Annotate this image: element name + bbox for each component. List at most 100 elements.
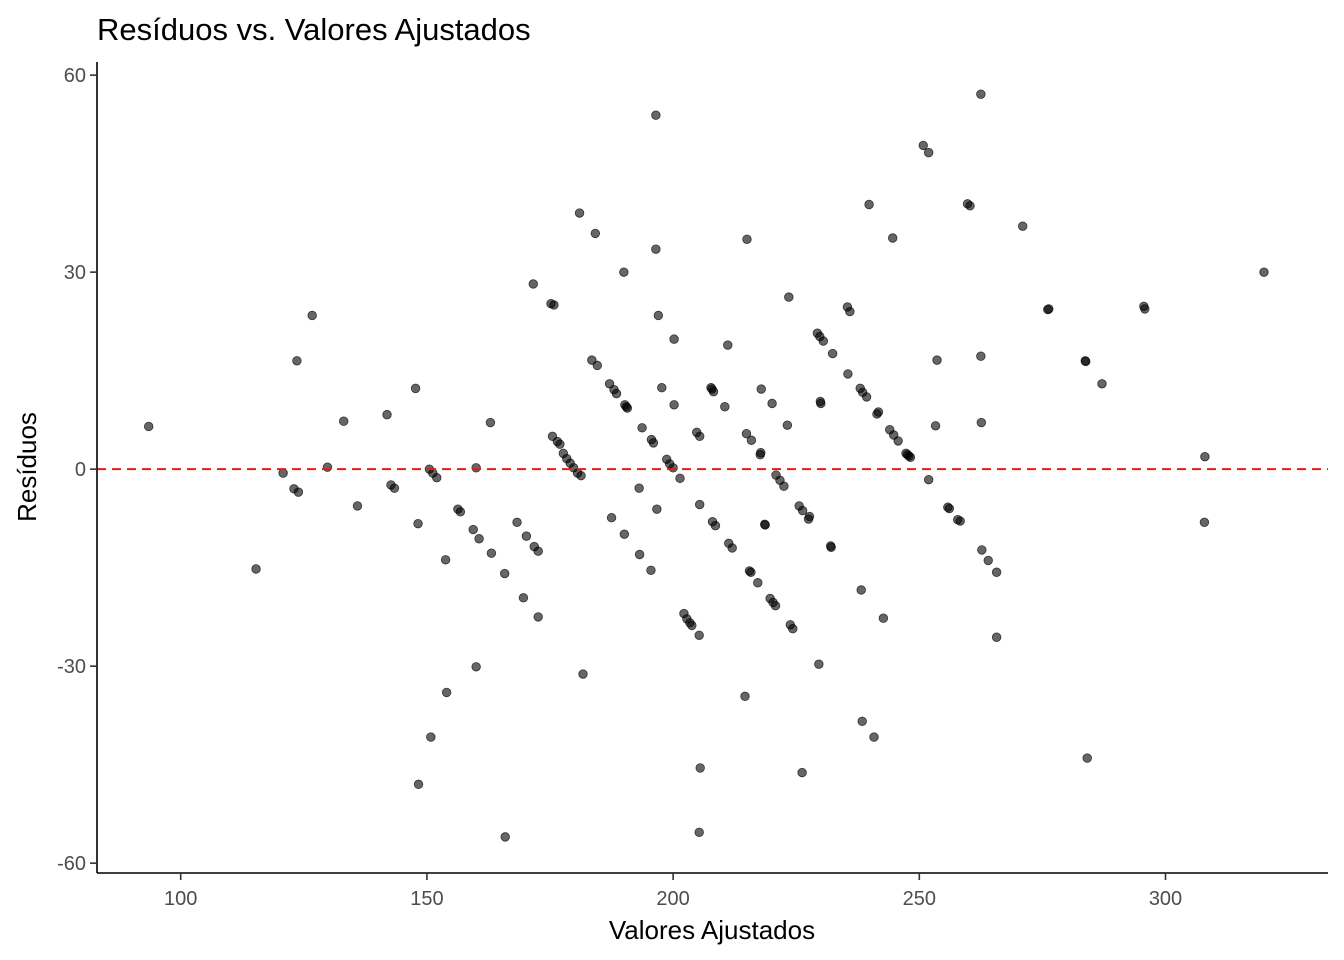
data-point	[983, 555, 993, 566]
data-point	[634, 483, 644, 493]
data-point	[574, 208, 585, 218]
data-point	[668, 463, 678, 473]
data-point	[352, 501, 363, 511]
data-point	[878, 613, 889, 623]
x-axis-ticks: 100 150 200 250 300	[164, 873, 1182, 910]
data-point	[923, 147, 934, 158]
data-point	[1081, 356, 1091, 367]
data-point	[1199, 517, 1210, 528]
data-point	[413, 518, 423, 529]
data-point	[694, 827, 704, 837]
data-point	[740, 691, 750, 702]
x-tick-label: 250	[903, 888, 936, 910]
data-point	[991, 567, 1002, 577]
data-point	[533, 546, 543, 556]
data-point	[251, 564, 261, 574]
data-point	[760, 520, 770, 530]
data-point	[471, 463, 481, 473]
data-point	[756, 384, 766, 394]
data-point	[770, 601, 781, 611]
data-point	[512, 517, 522, 528]
data-point	[857, 716, 867, 727]
data-point	[651, 244, 661, 254]
data-point	[723, 340, 733, 350]
data-point	[788, 624, 798, 634]
data-point	[144, 421, 154, 432]
data-point	[756, 448, 766, 458]
data-point	[486, 548, 497, 558]
data-point	[827, 348, 838, 359]
x-tick-label: 150	[410, 888, 443, 910]
data-point	[804, 511, 815, 522]
data-point	[1259, 267, 1269, 277]
data-point	[779, 481, 789, 491]
x-tick-label: 300	[1149, 888, 1182, 910]
data-point	[976, 89, 986, 99]
data-point	[797, 767, 807, 778]
data-point	[687, 620, 697, 631]
data-point	[923, 474, 934, 485]
data-point	[652, 504, 662, 514]
data-point	[669, 400, 679, 410]
data-point	[648, 438, 659, 448]
data-point	[955, 516, 965, 526]
data-point	[528, 279, 538, 289]
data-point	[695, 763, 705, 773]
data-point	[1082, 753, 1092, 763]
x-tick-label: 200	[656, 888, 689, 910]
data-point	[856, 585, 866, 595]
data-point	[549, 300, 559, 310]
data-point	[622, 403, 633, 413]
data-point	[500, 832, 510, 842]
data-point	[746, 435, 757, 445]
data-point	[753, 578, 763, 588]
data-point	[976, 417, 987, 428]
data-point	[816, 398, 826, 409]
data-point	[932, 355, 942, 365]
data-point	[818, 336, 828, 346]
data-point	[708, 386, 719, 397]
data-point	[694, 499, 705, 510]
data-point	[905, 452, 916, 463]
y-axis-title: Resíduos	[12, 412, 42, 522]
data-point	[944, 503, 955, 514]
x-axis-title: Valores Ajustados	[609, 915, 815, 945]
data-point	[637, 423, 647, 433]
y-tick-label: -30	[57, 656, 86, 678]
data-point	[657, 383, 667, 393]
data-point	[869, 732, 879, 742]
data-point	[918, 140, 928, 151]
data-point	[413, 779, 424, 790]
data-point	[410, 383, 421, 394]
y-tick-label: 0	[75, 459, 86, 481]
data-point	[521, 531, 532, 541]
data-point	[440, 555, 451, 565]
data-point	[634, 549, 645, 560]
data-point	[322, 462, 333, 472]
data-point	[307, 310, 317, 321]
data-point	[389, 483, 400, 493]
data-point	[991, 632, 1002, 642]
data-point	[930, 421, 941, 431]
data-point	[977, 545, 987, 555]
data-point	[784, 292, 794, 302]
data-point	[694, 431, 705, 442]
data-point	[826, 542, 836, 552]
data-point	[782, 420, 793, 430]
data-point	[611, 388, 622, 399]
data-point	[864, 199, 874, 210]
data-point	[965, 201, 975, 211]
data-point	[845, 306, 855, 317]
y-tick-label: 30	[64, 262, 86, 284]
data-point	[646, 565, 656, 575]
data-point	[1200, 451, 1210, 462]
chart-title: Resíduos vs. Valores Ajustados	[97, 12, 531, 47]
data-point	[441, 687, 452, 698]
data-point	[653, 310, 664, 321]
data-point	[861, 392, 872, 402]
data-point	[619, 267, 629, 277]
data-point	[1097, 379, 1107, 389]
data-point	[576, 471, 586, 481]
data-point	[471, 662, 481, 672]
data-point	[426, 732, 436, 742]
